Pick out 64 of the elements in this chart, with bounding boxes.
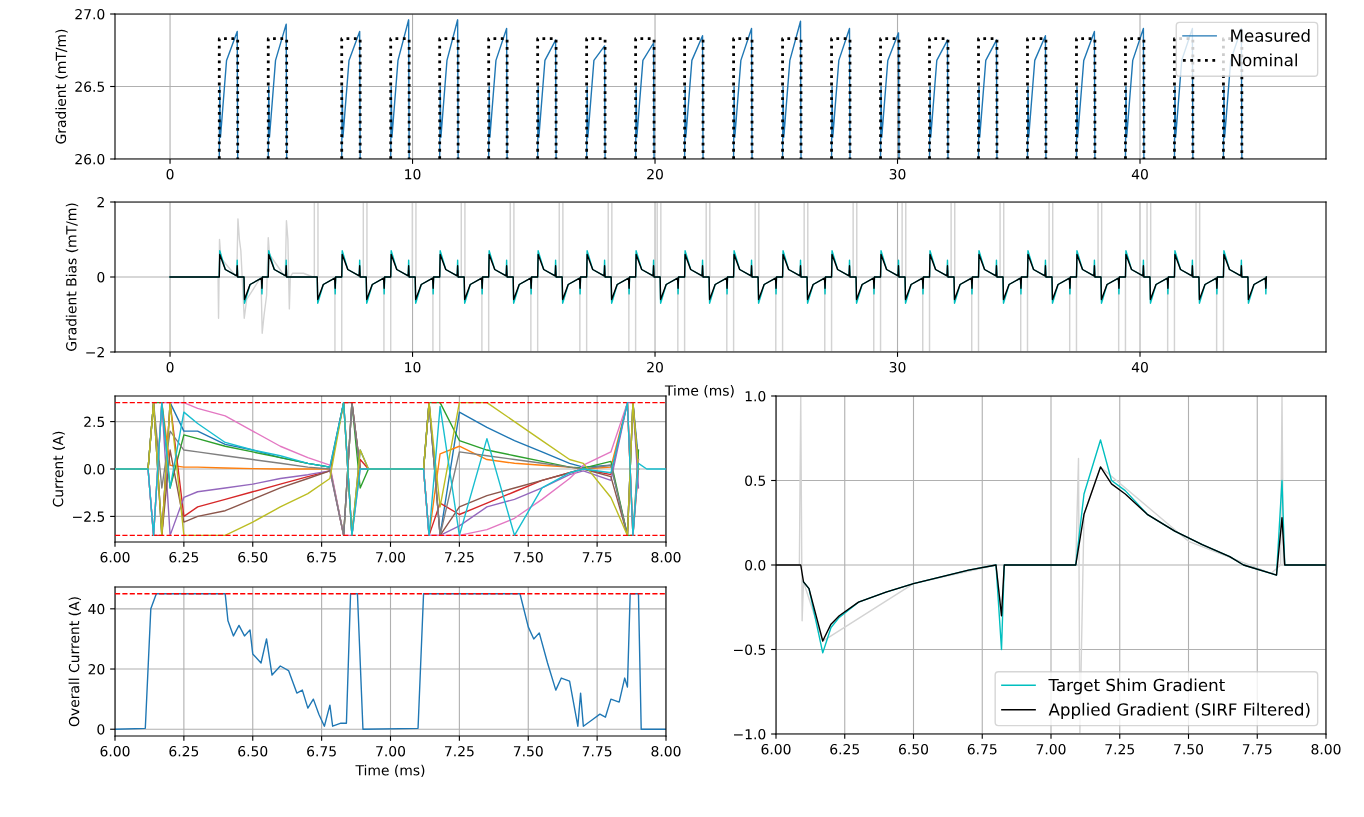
x-tick-label: 7.00	[376, 551, 406, 563]
y-tick-label: 0	[97, 724, 105, 735]
x-tick-label: 6.25	[169, 551, 199, 563]
x-tick-label: 6.00	[100, 551, 130, 563]
y-axis-title: Overall Current (A)	[68, 597, 81, 727]
y-tick-label: 0.0	[84, 463, 105, 475]
y-tick-label: 27.0	[75, 8, 105, 20]
x-tick-label: 7.75	[582, 746, 612, 757]
x-tick-label: 40	[1131, 168, 1148, 180]
y-axis-title: Current (A)	[52, 431, 65, 507]
x-tick-label: 20	[647, 361, 663, 373]
legend-label: Target Shim Gradient	[1048, 678, 1225, 695]
x-axis-title: Time (ms)	[664, 385, 734, 398]
x-tick-label: 7.25	[445, 745, 474, 757]
x-tick-label: 6.75	[307, 745, 336, 757]
legend-label: Nominal	[1231, 53, 1297, 67]
x-tick-label: 7.00	[376, 745, 406, 757]
x-tick-label: 0	[166, 361, 174, 373]
y-tick-label: 2.5	[84, 416, 105, 428]
x-tick-label: 7.25	[1105, 743, 1134, 755]
x-tick-label: 6.75	[307, 551, 336, 563]
x-tick-label: 8.00	[651, 745, 681, 757]
x-tick-label: 0	[166, 168, 174, 180]
y-tick-label: 40	[88, 603, 105, 615]
x-tick-label: 10	[405, 168, 421, 180]
x-tick-label: 10	[405, 361, 421, 373]
y-tick-label: 0.5	[745, 475, 766, 486]
x-tick-label: 8.00	[1311, 743, 1341, 755]
x-axis-title: Time (ms)	[355, 764, 425, 778]
x-tick-label: 6.00	[761, 743, 791, 755]
y-tick-label: −0.5	[734, 644, 766, 655]
legend-label: Measured	[1231, 29, 1310, 42]
y-tick-label: −2.5	[73, 511, 105, 522]
y-tick-label: 1.0	[745, 390, 766, 402]
y-axis-title: Gradient Bias (mT/m)	[65, 203, 79, 351]
x-tick-label: 8.00	[651, 551, 681, 563]
y-tick-label: 2	[97, 196, 104, 208]
x-tick-label: 6.50	[238, 745, 268, 757]
y-tick-label: 20	[88, 663, 105, 675]
x-tick-label: 7.50	[513, 745, 543, 757]
x-tick-label: 30	[889, 168, 906, 180]
legend-label: Applied Gradient (SIRF Filtered)	[1048, 702, 1310, 719]
x-tick-label: 7.75	[1242, 744, 1272, 755]
y-tick-label: −2	[86, 346, 104, 358]
x-tick-label: 40	[1131, 361, 1148, 373]
x-tick-label: 7.50	[513, 551, 543, 563]
x-tick-label: 6.50	[899, 743, 929, 755]
x-tick-label: 6.75	[967, 743, 997, 755]
x-tick-label: 7.75	[582, 552, 612, 563]
x-tick-label: 7.00	[1036, 743, 1066, 755]
y-tick-label: 0	[97, 271, 105, 283]
x-tick-label: 30	[889, 361, 906, 373]
x-tick-label: 6.00	[100, 745, 130, 757]
y-axis-title: Gradient (mT/m)	[55, 29, 68, 144]
x-tick-label: 7.50	[1174, 743, 1204, 755]
y-tick-label: 0.0	[745, 559, 766, 571]
y-tick-label: 26.5	[75, 81, 105, 92]
x-tick-label: 6.25	[830, 743, 859, 755]
y-tick-label: 26.0	[75, 153, 105, 165]
x-tick-label: 7.25	[445, 551, 474, 563]
y-tick-label: −1.0	[734, 728, 766, 740]
x-tick-label: 20	[647, 168, 663, 180]
x-tick-label: 6.25	[169, 745, 199, 757]
x-tick-label: 6.50	[238, 551, 268, 563]
